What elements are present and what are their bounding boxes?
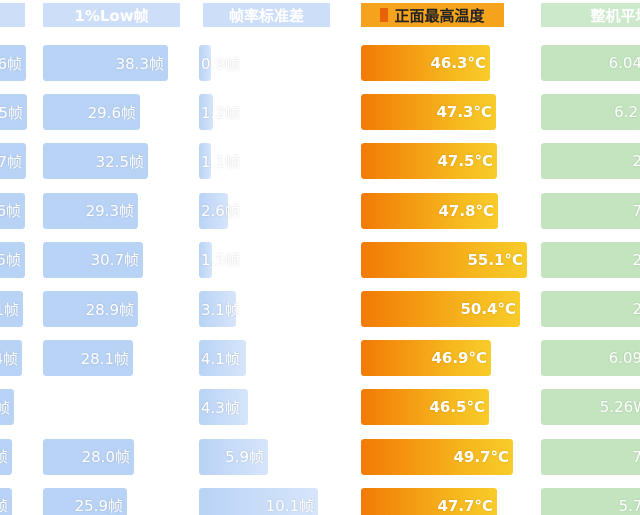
column-header xyxy=(0,3,25,27)
value-bar: 38.3帧 xyxy=(43,45,168,81)
value-bar: 29.3帧 xyxy=(43,192,138,229)
header-text: 帧率标准差 xyxy=(228,6,304,25)
value-bar: 47.3°C xyxy=(361,94,496,131)
value-bar: 帧 xyxy=(0,389,14,426)
value-bar: 0.9帧 xyxy=(199,45,240,81)
value-bar: 49.7°C xyxy=(361,438,513,475)
value-bar: 7 xyxy=(541,438,640,475)
header-icon xyxy=(380,8,389,22)
value-bar: 28.1帧 xyxy=(43,340,133,377)
value-bar: 25.9帧 xyxy=(43,487,127,515)
value-bar: 5.26W xyxy=(541,389,640,426)
value-bar: 47.7°C xyxy=(361,487,497,515)
value-bar: 1.5帧 xyxy=(199,241,240,278)
column-header: 正面最高温度 xyxy=(361,3,504,27)
value-bar: 32.5帧 xyxy=(43,143,148,180)
value-bar: 7帧 xyxy=(0,143,26,180)
value-bar: 5.9帧 xyxy=(199,438,268,475)
value-bar: 5帧 xyxy=(0,94,27,131)
value-bar: 46.9°C xyxy=(361,340,491,377)
value-bar: 2.6帧 xyxy=(199,192,240,229)
value-bar: 帧 xyxy=(0,438,12,475)
header-text: 正面最高温度 xyxy=(394,6,485,25)
value-bar: 2 xyxy=(541,241,640,278)
value-bar: 10.1帧 xyxy=(199,487,318,515)
header-text: 整机平均 xyxy=(590,6,640,25)
value-bar: 2 xyxy=(541,291,640,327)
header-text: 1%Low帧 xyxy=(74,6,149,25)
value-bar: 6.09 xyxy=(541,340,640,377)
value-bar: 46.5°C xyxy=(361,389,489,426)
value-bar: 29.6帧 xyxy=(43,94,140,131)
column-header: 1%Low帧 xyxy=(43,3,180,27)
value-bar: 5.70 xyxy=(541,487,640,515)
value-bar: 3.1帧 xyxy=(199,291,240,327)
value-bar: 5帧 xyxy=(0,241,25,278)
value-bar: 6.2 xyxy=(541,94,640,131)
value-bar: 6帧 xyxy=(0,45,26,81)
value-bar: 28.9帧 xyxy=(43,291,138,327)
value-bar: 4.3帧 xyxy=(199,389,248,426)
value-bar: 46.3°C xyxy=(361,45,490,81)
value-bar: 6帧 xyxy=(0,192,25,229)
column-header: 帧率标准差 xyxy=(203,3,330,27)
value-bar: 47.8°C xyxy=(361,192,498,229)
value-bar: 30.7帧 xyxy=(43,241,143,278)
value-bar: 1.2帧 xyxy=(199,94,240,131)
value-bar: 50.4°C xyxy=(361,291,520,327)
value-bar: 7 xyxy=(541,192,640,229)
value-bar: 2 xyxy=(541,143,640,180)
value-bar: 1帧 xyxy=(0,291,23,327)
value-bar: 6.04 xyxy=(541,45,640,81)
value-bar: 28.0帧 xyxy=(43,438,134,475)
value-bar: 1.1帧 xyxy=(199,143,240,180)
value-bar: 4帧 xyxy=(0,340,22,377)
column-header: 整机平均 xyxy=(541,3,640,27)
value-bar: 4.1帧 xyxy=(199,340,246,377)
value-bar: 55.1°C xyxy=(361,241,527,278)
value-bar: 帧 xyxy=(0,487,12,515)
value-bar: 47.5°C xyxy=(361,143,497,180)
